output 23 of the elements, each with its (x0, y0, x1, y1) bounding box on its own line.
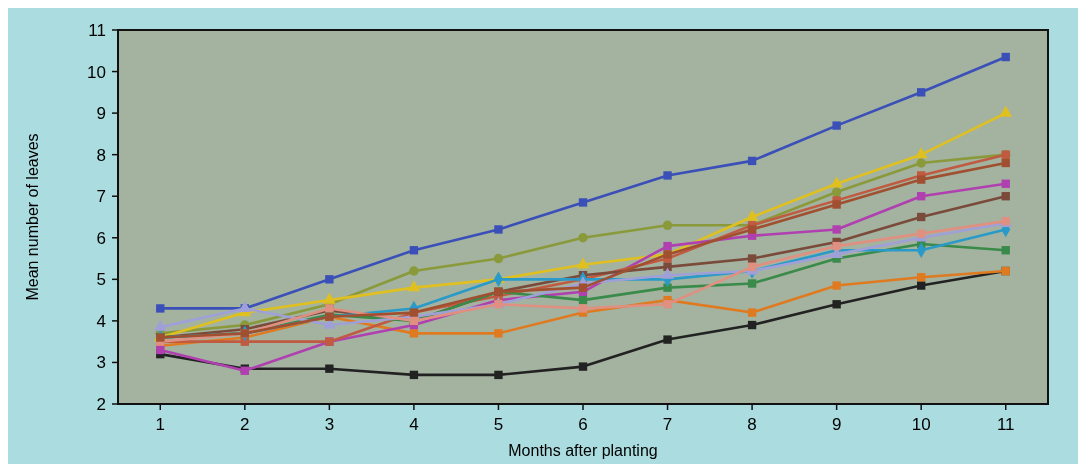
x-tick-label: 2 (240, 415, 250, 434)
x-tick-label: 4 (409, 415, 419, 434)
y-tick-label: 8 (96, 145, 106, 165)
y-tick-label: 9 (96, 104, 106, 124)
y-tick-label: 2 (96, 394, 106, 414)
y-tick-label: 6 (96, 228, 106, 248)
y-tick-label: 10 (87, 62, 106, 82)
x-axis-title: Months after planting (508, 442, 658, 459)
y-tick-label: 4 (96, 311, 106, 331)
y-axis-title: Mean number of leaves (24, 133, 41, 301)
x-tick-label: 7 (662, 415, 673, 434)
y-tick-label: 7 (96, 187, 106, 207)
x-tick-label: 5 (493, 415, 504, 434)
x-tick-label: 3 (324, 415, 335, 434)
x-tick-label: 9 (831, 415, 842, 434)
x-tick-label: 11 (996, 415, 1015, 434)
y-tick-label: 5 (96, 270, 106, 290)
x-tick-label: 8 (747, 415, 757, 434)
x-tick-label: 6 (578, 415, 588, 434)
x-tick-label: 10 (911, 415, 931, 434)
x-tick-label: 1 (155, 415, 166, 434)
y-tick-label: 3 (96, 353, 106, 373)
y-tick-label: 11 (88, 20, 106, 40)
